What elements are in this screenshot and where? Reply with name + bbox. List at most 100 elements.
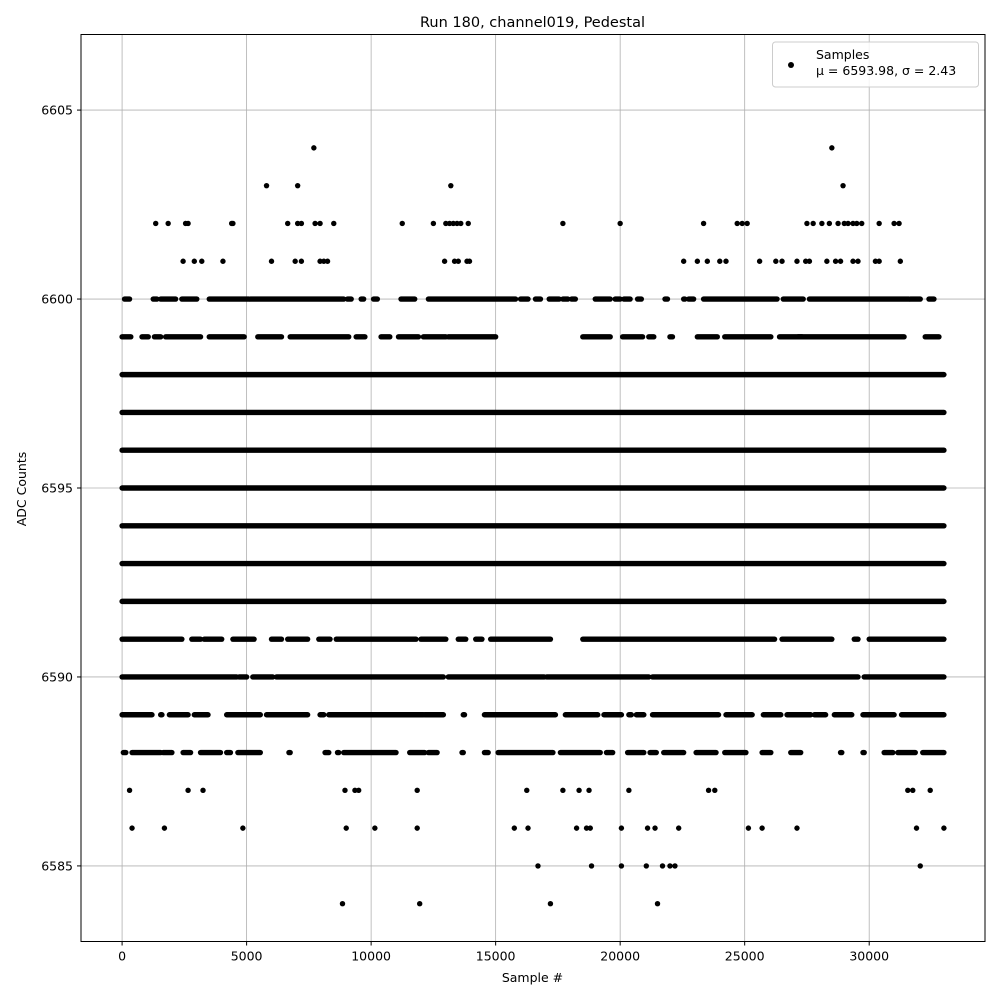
data-point	[294, 220, 301, 227]
data-point	[855, 258, 861, 264]
data-point	[268, 258, 275, 264]
data-point	[298, 258, 305, 264]
data-point	[837, 258, 844, 264]
data-point	[587, 825, 593, 831]
data-point	[450, 220, 457, 227]
data-point	[416, 901, 423, 907]
data-point	[675, 825, 682, 831]
data-point	[284, 220, 291, 227]
data-point	[826, 220, 833, 227]
x-tick-label: 25000	[725, 949, 765, 964]
data-point	[876, 220, 882, 227]
data-point	[810, 220, 816, 227]
data-point	[667, 863, 673, 869]
data-point	[756, 258, 763, 264]
data-point	[454, 220, 460, 227]
legend-entry-label: Samples	[816, 47, 869, 62]
data-point	[240, 825, 246, 831]
y-tick-label: 6595	[41, 481, 73, 496]
data-point	[161, 825, 168, 831]
data-point	[324, 258, 331, 264]
data-point	[840, 182, 846, 189]
data-point	[466, 258, 473, 264]
data-point	[896, 220, 902, 227]
data-point	[644, 825, 651, 831]
data-point	[586, 787, 592, 794]
data-point	[927, 787, 933, 794]
y-tick-label: 6590	[41, 669, 73, 684]
data-point	[618, 863, 625, 869]
y-tick-label: 6600	[41, 292, 73, 307]
data-point	[372, 825, 378, 831]
data-point	[430, 220, 437, 227]
x-tick-label: 10000	[351, 949, 391, 964]
data-point	[910, 787, 916, 794]
x-tick-label: 30000	[849, 949, 889, 964]
data-point	[220, 258, 226, 264]
data-point	[317, 258, 323, 264]
data-point	[583, 825, 590, 831]
data-point	[913, 825, 920, 831]
data-point	[659, 863, 666, 869]
data-point	[399, 220, 405, 227]
data-point	[654, 901, 661, 907]
data-point	[414, 825, 420, 831]
x-axis-ticks: 0 5000 10000 15000 20000 25000 30000	[118, 941, 889, 964]
data-point	[342, 787, 348, 794]
data-point	[850, 220, 856, 227]
data-point	[465, 220, 471, 227]
legend-stats-label: μ = 6593.98, σ = 2.43	[816, 63, 956, 78]
data-point	[343, 825, 349, 831]
data-point	[294, 182, 301, 189]
data-point	[897, 258, 904, 264]
y-axis-ticks: 6585 6590 6595 6600 6605	[41, 103, 81, 873]
data-point	[739, 220, 745, 227]
data-point	[560, 220, 566, 227]
legend: Samples μ = 6593.98, σ = 2.43	[772, 41, 979, 88]
data-point	[759, 825, 765, 831]
data-point	[872, 258, 879, 264]
data-point	[576, 787, 582, 794]
data-point	[704, 258, 711, 264]
data-point	[806, 258, 813, 264]
data-point	[941, 825, 947, 831]
data-points	[119, 145, 947, 907]
data-point	[824, 258, 830, 264]
data-point	[588, 863, 595, 869]
data-point	[321, 258, 327, 264]
data-point	[339, 901, 346, 907]
data-point	[794, 825, 800, 831]
data-point	[917, 863, 923, 869]
data-point	[199, 258, 205, 264]
data-point	[626, 787, 632, 794]
data-point	[560, 787, 566, 794]
data-point	[317, 220, 323, 227]
data-point	[779, 258, 785, 264]
data-point	[891, 220, 897, 227]
data-point	[331, 220, 337, 227]
data-point	[524, 787, 530, 794]
x-tick-label: 15000	[476, 949, 516, 964]
data-point	[165, 220, 171, 227]
data-point	[525, 825, 531, 831]
data-point	[573, 825, 580, 831]
x-tick-label: 20000	[600, 949, 640, 964]
data-point	[200, 787, 206, 794]
data-point	[841, 220, 847, 227]
data-point	[511, 825, 518, 831]
data-point	[745, 825, 752, 831]
x-tick-label: 5000	[231, 949, 263, 964]
data-point	[905, 787, 911, 794]
data-point	[773, 258, 779, 264]
x-tick-label: 0	[118, 949, 126, 964]
data-point	[734, 220, 740, 227]
data-point	[446, 220, 453, 227]
data-point	[191, 258, 198, 264]
data-point	[185, 220, 191, 227]
data-point	[230, 220, 236, 227]
data-point	[618, 825, 625, 831]
data-point	[794, 258, 800, 264]
data-point	[850, 258, 856, 264]
